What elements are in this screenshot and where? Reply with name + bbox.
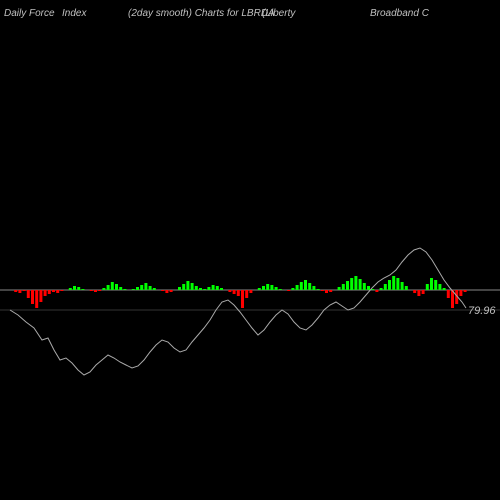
price-label: 79.96: [468, 305, 496, 317]
header-seg-1: Index: [62, 8, 86, 19]
header-seg-0: Daily Force: [4, 8, 55, 19]
header-seg-2: (2day smooth) Charts for LBRDA: [128, 8, 275, 19]
header-seg-3: (Liberty: [262, 8, 295, 19]
chart-header: Daily Force Index (2day smooth) Charts f…: [0, 8, 500, 24]
chart-svg: [0, 30, 500, 470]
header-seg-4: Broadband C: [370, 8, 429, 19]
force-index-chart: 79.96: [0, 30, 500, 470]
